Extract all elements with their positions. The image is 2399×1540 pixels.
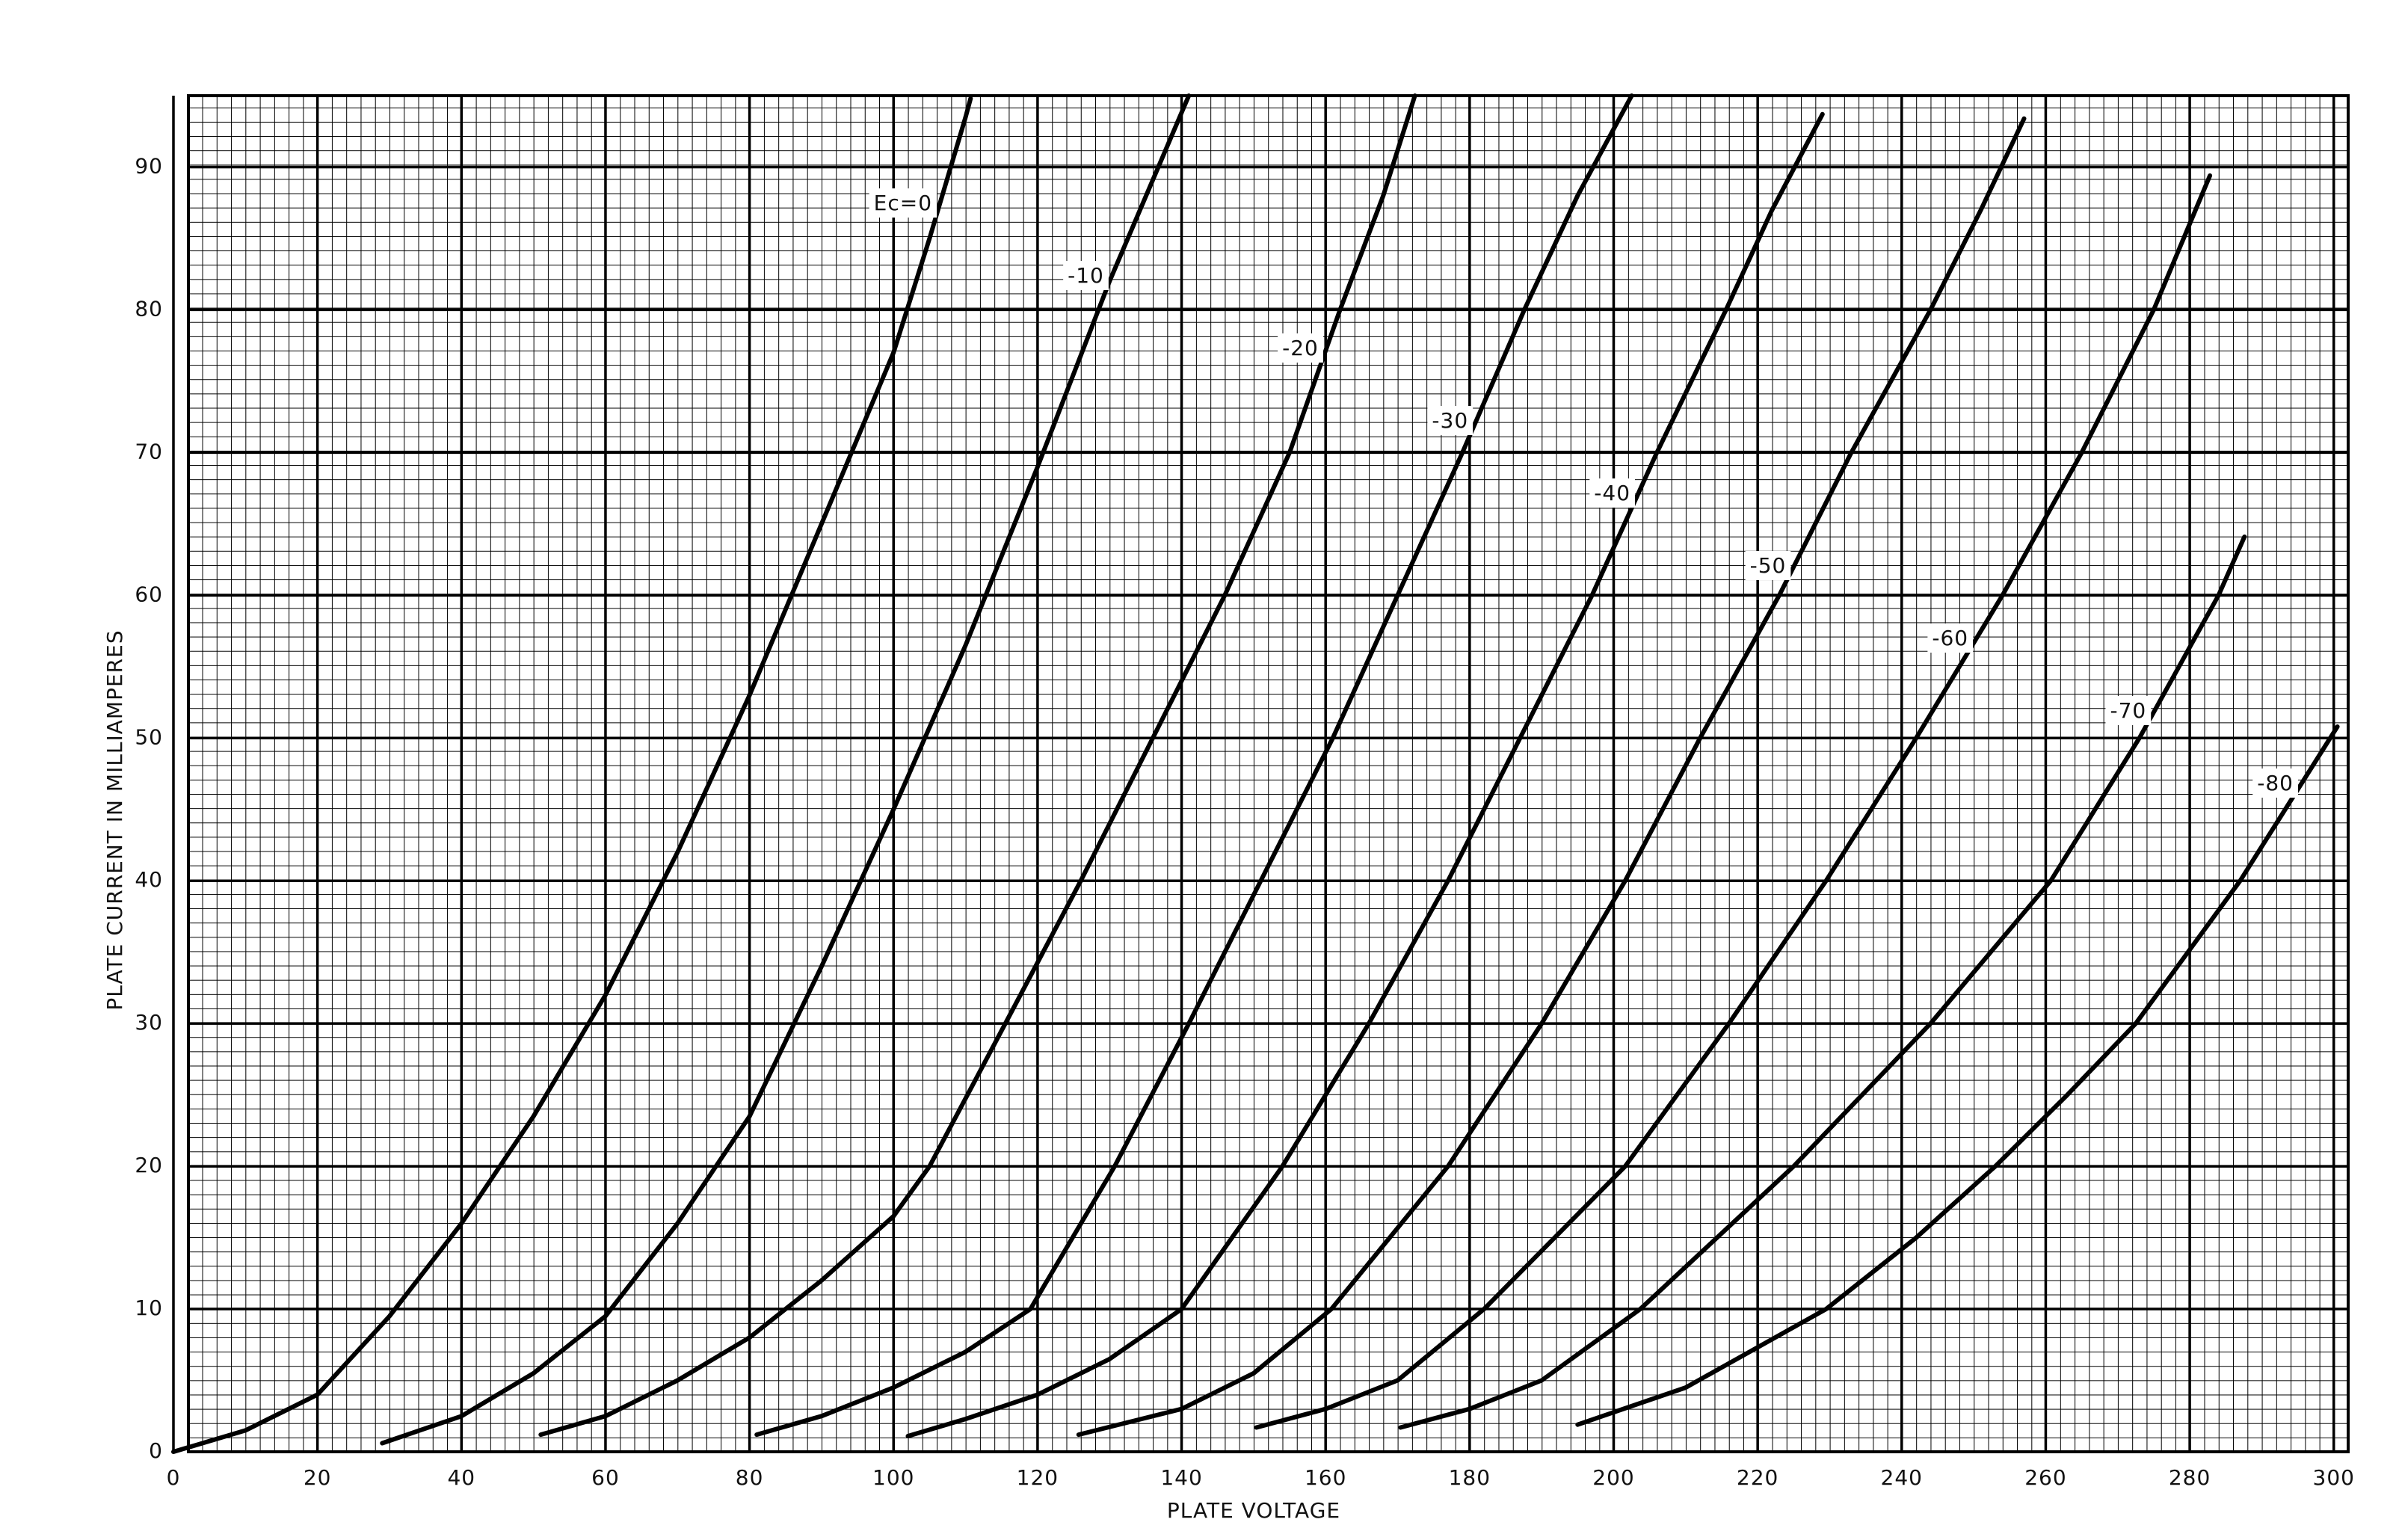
curve-label: -60 (1932, 626, 1968, 650)
curve (171, 96, 973, 1454)
curve-label-bg (2105, 696, 2152, 725)
curve (1575, 724, 2340, 1427)
curve-label: -10 (1068, 263, 1104, 288)
x-tick-label: 280 (2169, 1465, 2211, 1490)
y-tick-label: 60 (135, 582, 163, 606)
curve-label: -70 (2110, 698, 2146, 723)
y-tick-label: 40 (135, 867, 163, 892)
y-tick-label: 30 (135, 1010, 163, 1035)
curve (380, 93, 1192, 1446)
x-tick-label: 180 (1449, 1465, 1491, 1490)
y-tick-label: 10 (135, 1296, 163, 1320)
x-tick-label: 60 (591, 1465, 620, 1490)
x-tick-label: 20 (304, 1465, 332, 1490)
x-tick-label: 140 (1160, 1465, 1202, 1490)
curve-label-bg (2252, 769, 2298, 798)
curve-label: -50 (1750, 553, 1787, 578)
curve-label-bg (1063, 261, 1109, 290)
curve-label: Ec=0 (874, 191, 932, 215)
y-tick-label: 20 (135, 1153, 163, 1177)
curve-label-bg (1427, 406, 1473, 435)
curve-label-bg (1745, 551, 1791, 580)
x-tick-label: 300 (2313, 1465, 2355, 1490)
curve (754, 93, 1634, 1438)
x-tick-label: 40 (447, 1465, 475, 1490)
x-tick-label: 240 (1881, 1465, 1923, 1490)
curve-label: -80 (2257, 771, 2294, 795)
y-tick-label: 90 (135, 153, 163, 178)
y-tick-label: 70 (135, 439, 163, 463)
curve (1254, 173, 2213, 1430)
curve-label-bg (1278, 333, 1323, 363)
x-tick-label: 120 (1017, 1465, 1059, 1490)
x-tick-label: 100 (872, 1465, 914, 1490)
x-tick-label: 160 (1305, 1465, 1346, 1490)
x-tick-label: 200 (1592, 1465, 1634, 1490)
minor-grid (188, 96, 2348, 1452)
x-tick-label: 80 (736, 1465, 764, 1490)
curve (905, 111, 1825, 1438)
curve (1076, 116, 2027, 1438)
curve-label-bg (869, 188, 937, 218)
x-axis-label: PLATE VOLTAGE (1167, 1498, 1340, 1523)
x-tick-label: 220 (1737, 1465, 1779, 1490)
x-tick-label: 260 (2024, 1465, 2066, 1490)
curve-label-bg (1589, 478, 1636, 508)
curve-label-bg (1927, 623, 1974, 653)
y-tick-label: 0 (149, 1438, 163, 1463)
plot-area (172, 94, 2350, 1453)
y-tick-label: 80 (135, 296, 163, 321)
y-axis-label: PLATE CURRENT IN MILLIAMPERES (102, 629, 127, 1010)
curve-label: -40 (1594, 481, 1630, 505)
curve (1398, 535, 2247, 1430)
curve-label: -30 (1432, 408, 1468, 433)
x-tick-label: 0 (167, 1465, 181, 1490)
curve (538, 93, 1417, 1438)
y-tick-label: 50 (135, 724, 163, 749)
curve-label: -20 (1282, 336, 1319, 360)
